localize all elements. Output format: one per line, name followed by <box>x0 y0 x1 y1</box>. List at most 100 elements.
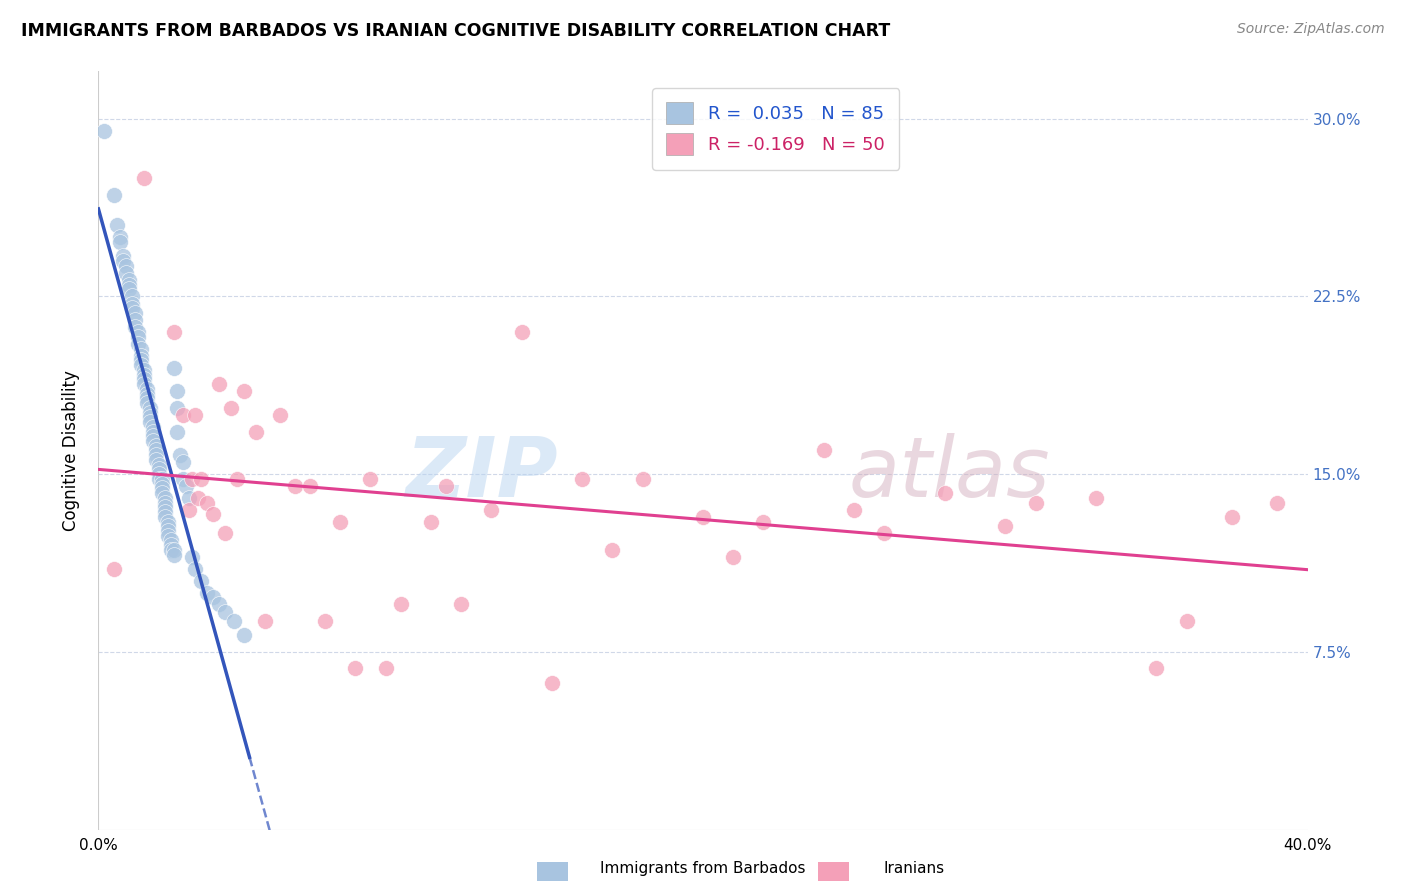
Point <box>132 363 155 377</box>
Text: ZIP: ZIP <box>405 433 558 514</box>
Point <box>163 360 186 375</box>
Point <box>145 453 167 467</box>
Point <box>160 543 183 558</box>
Point <box>118 282 141 296</box>
Point <box>150 476 173 491</box>
Point <box>127 330 149 344</box>
Point <box>214 526 236 541</box>
Point <box>156 529 179 543</box>
Point <box>153 505 176 519</box>
Point <box>103 187 125 202</box>
Y-axis label: Cognitive Disability: Cognitive Disability <box>62 370 80 531</box>
Point <box>202 508 225 522</box>
Point <box>752 515 775 529</box>
Point <box>208 377 231 392</box>
Point <box>105 219 128 233</box>
Point <box>190 574 212 588</box>
Point <box>934 486 956 500</box>
Point <box>481 502 503 516</box>
Point <box>187 491 209 505</box>
Point <box>142 429 165 443</box>
Point <box>103 562 125 576</box>
Point <box>571 472 593 486</box>
Point <box>139 410 162 425</box>
Point <box>224 614 246 628</box>
Point <box>150 486 173 500</box>
Point <box>108 230 131 244</box>
Point <box>132 171 155 186</box>
Point <box>111 254 134 268</box>
Point <box>148 462 170 476</box>
Point <box>124 313 146 327</box>
Point <box>181 550 204 565</box>
Point <box>127 325 149 339</box>
Point <box>93 123 115 137</box>
Point <box>420 515 443 529</box>
Text: atlas: atlas <box>848 433 1050 514</box>
Point <box>172 455 194 469</box>
Point <box>314 614 336 628</box>
Point <box>145 443 167 458</box>
Point <box>232 628 254 642</box>
Point <box>135 392 157 406</box>
Point <box>179 491 201 505</box>
Point <box>1220 509 1243 524</box>
Point <box>169 448 191 462</box>
Point <box>360 472 382 486</box>
Point <box>253 614 276 628</box>
Point <box>114 259 136 273</box>
Point <box>389 598 412 612</box>
Point <box>163 548 186 562</box>
Point <box>208 598 231 612</box>
Point <box>150 482 173 496</box>
Point <box>132 372 155 386</box>
Point <box>631 472 654 486</box>
Point <box>172 472 194 486</box>
Point <box>195 495 218 509</box>
Point <box>179 502 201 516</box>
Point <box>1024 495 1046 509</box>
Point <box>139 415 162 429</box>
Point <box>329 515 352 529</box>
Point <box>148 467 170 482</box>
Point <box>114 266 136 280</box>
Point <box>156 515 179 529</box>
Point <box>510 325 533 339</box>
Point <box>129 342 152 356</box>
Point <box>124 320 146 334</box>
Text: Iranians: Iranians <box>883 861 945 876</box>
Point <box>245 425 267 439</box>
Point <box>221 401 243 415</box>
Point <box>135 396 157 410</box>
Point <box>129 349 152 363</box>
Point <box>108 235 131 249</box>
Legend: R =  0.035   N = 85, R = -0.169   N = 50: R = 0.035 N = 85, R = -0.169 N = 50 <box>652 88 898 170</box>
Point <box>142 419 165 434</box>
Point <box>150 472 173 486</box>
Point <box>142 425 165 439</box>
Point <box>129 358 152 372</box>
Point <box>284 479 307 493</box>
Point <box>135 386 157 401</box>
Point <box>190 472 212 486</box>
Point <box>602 543 624 558</box>
Point <box>145 448 167 462</box>
Text: Source: ZipAtlas.com: Source: ZipAtlas.com <box>1237 22 1385 37</box>
Point <box>121 296 143 310</box>
Point <box>163 325 186 339</box>
Point <box>166 384 188 399</box>
Point <box>723 550 745 565</box>
Point <box>118 277 141 292</box>
Point <box>450 598 472 612</box>
Point <box>153 500 176 515</box>
Point <box>184 562 207 576</box>
Point <box>153 509 176 524</box>
Point <box>299 479 322 493</box>
Point <box>226 472 249 486</box>
Point <box>692 509 714 524</box>
Point <box>172 408 194 422</box>
Point <box>166 425 188 439</box>
Point <box>269 408 291 422</box>
Point <box>156 519 179 533</box>
Point <box>434 479 457 493</box>
